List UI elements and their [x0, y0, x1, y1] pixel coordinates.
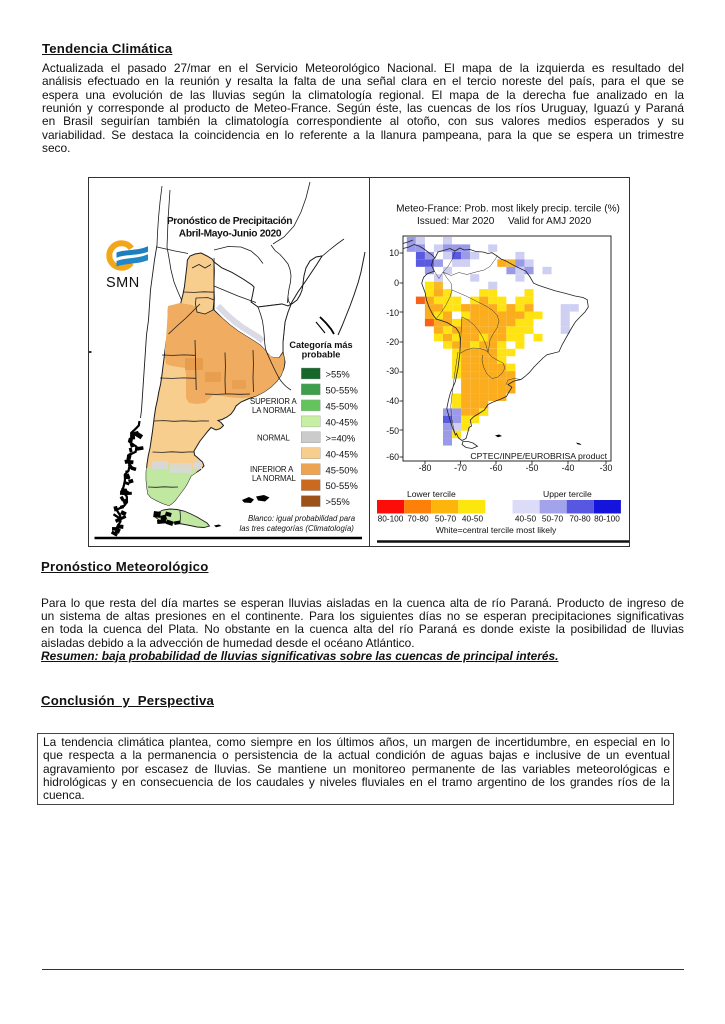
- svg-text:Pronóstico de Precipitación: Pronóstico de Precipitación: [167, 216, 292, 227]
- svg-text:80-100: 80-100: [594, 514, 620, 524]
- svg-text:-80: -80: [419, 463, 432, 473]
- svg-text:NORMAL: NORMAL: [257, 434, 291, 443]
- svg-text:50-70: 50-70: [542, 514, 564, 524]
- svg-text:Categoría más: Categoría más: [289, 340, 352, 350]
- svg-text:las tres categorías (Climatolo: las tres categorías (Climatología): [240, 524, 355, 533]
- svg-text:Lower tercile: Lower tercile: [407, 489, 456, 499]
- svg-text:0: 0: [394, 278, 399, 288]
- svg-text:50-70: 50-70: [435, 514, 457, 524]
- svg-text:70-80: 70-80: [407, 514, 429, 524]
- svg-text:-60: -60: [386, 452, 399, 462]
- svg-text:10: 10: [389, 248, 399, 258]
- svg-text:-50: -50: [386, 426, 399, 436]
- svg-text:80-100: 80-100: [378, 514, 404, 524]
- svg-text:Blanco: igual probabilidad par: Blanco: igual probabilidad para: [248, 514, 356, 523]
- svg-text:45-50%: 45-50%: [326, 464, 358, 475]
- svg-text:40-50: 40-50: [515, 514, 537, 524]
- svg-text:-10: -10: [386, 308, 399, 318]
- svg-text:SUPERIOR A: SUPERIOR A: [250, 397, 298, 406]
- svg-text:50-55%: 50-55%: [326, 385, 358, 396]
- svg-text:-20: -20: [386, 337, 399, 347]
- svg-text:CPTEC/INPE/EUROBRISA product: CPTEC/INPE/EUROBRISA product: [470, 451, 607, 461]
- svg-text:70-80: 70-80: [569, 514, 591, 524]
- svg-text:Abril-Mayo-Junio 2020: Abril-Mayo-Junio 2020: [179, 229, 282, 240]
- svg-text:-60: -60: [490, 463, 503, 473]
- svg-text:Issued: Mar 2020: Issued: Mar 2020: [417, 216, 495, 227]
- svg-text:50-55%: 50-55%: [326, 480, 358, 491]
- svg-text:probable: probable: [302, 350, 341, 360]
- svg-text:-40: -40: [562, 463, 575, 473]
- svg-text:-30: -30: [386, 366, 399, 376]
- svg-text:LA NORMAL: LA NORMAL: [252, 474, 296, 483]
- svg-text:-30: -30: [600, 463, 613, 473]
- svg-text:SMN: SMN: [106, 275, 140, 291]
- svg-text:INFERIOR A: INFERIOR A: [250, 465, 294, 474]
- svg-text:-50: -50: [526, 463, 539, 473]
- svg-text:>55%: >55%: [326, 496, 350, 507]
- svg-text:-70: -70: [454, 463, 467, 473]
- svg-text:40-45%: 40-45%: [326, 417, 358, 428]
- svg-text:>=40%: >=40%: [326, 432, 356, 443]
- svg-text:Meteo-France: Prob. most likel: Meteo-France: Prob. most likely precip. …: [396, 204, 620, 215]
- svg-text:White=central tercile most lik: White=central tercile most likely: [436, 525, 557, 535]
- svg-text:-40: -40: [386, 396, 399, 406]
- svg-text:Valid for AMJ 2020: Valid for AMJ 2020: [508, 216, 592, 227]
- svg-text:Upper tercile: Upper tercile: [543, 489, 592, 499]
- svg-text:>55%: >55%: [326, 369, 350, 380]
- svg-text:45-50%: 45-50%: [326, 401, 358, 412]
- svg-text:40-45%: 40-45%: [326, 448, 358, 459]
- svg-text:40-50: 40-50: [462, 514, 484, 524]
- svg-text:LA NORMAL: LA NORMAL: [252, 406, 296, 415]
